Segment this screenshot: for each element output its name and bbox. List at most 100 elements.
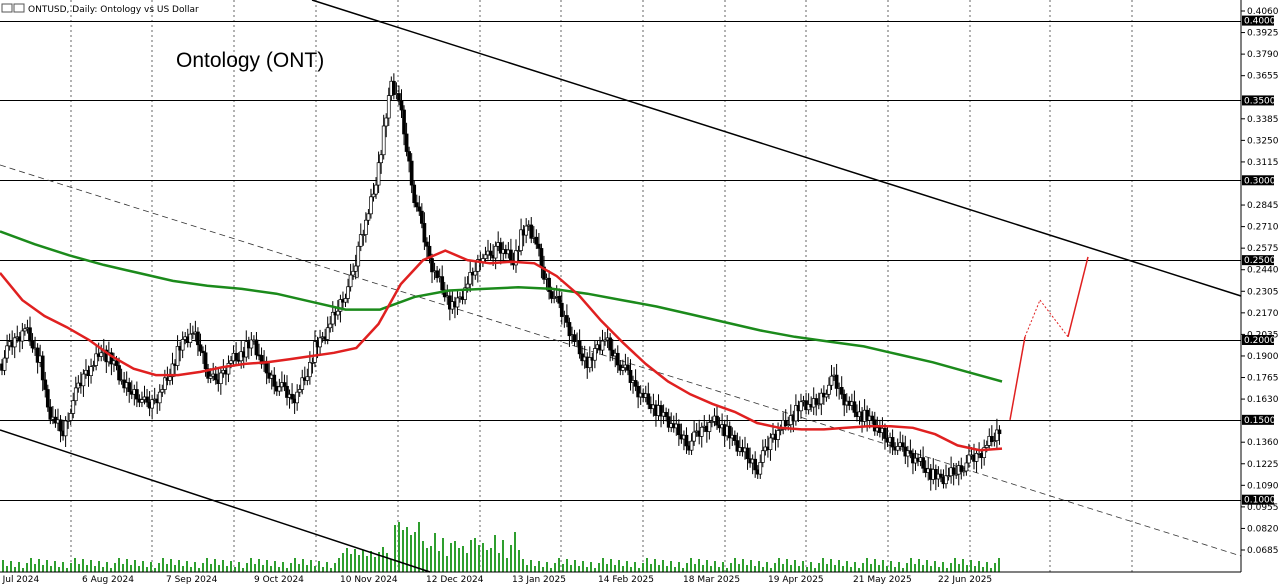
candle-body xyxy=(997,429,1002,435)
volume-bar xyxy=(942,562,944,572)
volume-bar xyxy=(722,562,724,572)
candle-body xyxy=(328,323,333,329)
volume-bar xyxy=(198,568,200,572)
volume-bar xyxy=(302,559,304,572)
candle-body xyxy=(218,372,223,384)
volume-bar xyxy=(498,553,500,572)
candle-body xyxy=(297,389,302,393)
volume-bar xyxy=(42,565,44,572)
chart-window-icon-2[interactable] xyxy=(13,3,25,13)
chart-window-icon[interactable] xyxy=(1,3,13,13)
candle-body xyxy=(768,437,773,451)
price-tick-label: 0.1360 xyxy=(1247,438,1279,448)
volume-bar xyxy=(114,563,116,572)
candle-body xyxy=(409,160,414,186)
candle-body xyxy=(636,385,640,398)
date-tick-label: 13 Jan 2025 xyxy=(512,575,566,585)
candle-body xyxy=(473,270,478,276)
volume-bar xyxy=(918,559,920,572)
volume-bar xyxy=(282,562,284,572)
volume-histogram xyxy=(2,522,1000,572)
candle-body xyxy=(984,445,989,448)
candle-body xyxy=(43,379,48,390)
candle-body xyxy=(313,341,317,363)
price-level-tag xyxy=(1242,175,1274,186)
price-tick-label: 0.2440 xyxy=(1247,266,1279,276)
volume-bar xyxy=(82,559,84,572)
candle-body xyxy=(234,352,238,361)
candle-body xyxy=(30,340,35,349)
candle-body xyxy=(213,373,218,381)
candle-body xyxy=(666,416,671,428)
candle-body xyxy=(959,465,964,472)
volume-bar xyxy=(322,567,324,572)
candle-body xyxy=(816,403,821,406)
volume-bar xyxy=(350,554,352,572)
volume-bar xyxy=(430,546,432,572)
volume-bar xyxy=(650,564,652,572)
candle-body xyxy=(852,401,857,413)
volume-bar xyxy=(138,566,140,572)
volume-bar xyxy=(974,566,976,572)
volume-bar xyxy=(842,566,844,572)
volume-bar xyxy=(38,559,40,572)
volume-bar xyxy=(814,568,816,572)
candle-body xyxy=(290,393,294,400)
candle-body xyxy=(758,462,763,475)
projection-segment-dashed xyxy=(1024,299,1041,337)
volume-bar xyxy=(206,558,208,572)
volume-bar xyxy=(670,561,672,572)
candle-body xyxy=(361,234,366,236)
candle-body xyxy=(127,382,132,392)
volume-bar xyxy=(194,562,196,572)
date-tick-label: 22 Jun 2025 xyxy=(938,575,992,585)
candle-body xyxy=(81,373,86,387)
candle-body xyxy=(537,243,541,249)
candle-body xyxy=(364,219,368,235)
candle-body xyxy=(386,95,391,119)
candle-body xyxy=(244,341,249,358)
volume-bar xyxy=(598,563,600,572)
volume-bar xyxy=(806,567,808,572)
candle-body xyxy=(799,401,803,412)
volume-bar xyxy=(150,562,152,572)
candle-body xyxy=(593,348,597,361)
volume-bar xyxy=(830,559,832,572)
volume-bar xyxy=(862,563,864,572)
date-tick-label: 5 Jul 2024 xyxy=(0,575,39,585)
volume-bar xyxy=(570,565,572,572)
candle-body xyxy=(308,361,312,378)
candle-body xyxy=(783,420,788,427)
candle-body xyxy=(659,405,663,417)
candle-body xyxy=(417,206,422,212)
volume-bar xyxy=(166,564,168,572)
volume-bar xyxy=(234,567,236,572)
volume-bar xyxy=(438,551,440,572)
volume-bar xyxy=(254,564,256,572)
candle-body xyxy=(28,327,32,342)
candle-body xyxy=(676,423,681,436)
volume-bar xyxy=(694,564,696,572)
candle-body xyxy=(921,457,925,469)
volume-bar xyxy=(2,560,4,572)
volume-bar xyxy=(954,558,956,572)
volume-bar xyxy=(618,560,620,572)
volume-bar xyxy=(334,563,336,572)
price-tick-label: 0.2170 xyxy=(1247,309,1279,319)
volume-bar xyxy=(450,543,452,572)
volume-bar xyxy=(278,567,280,572)
price-tick-label: 0.3790 xyxy=(1247,50,1279,60)
candle-body xyxy=(318,337,322,348)
volume-bar xyxy=(922,565,924,572)
volume-bar xyxy=(398,522,400,572)
candle-body xyxy=(162,377,167,390)
volume-bar xyxy=(898,562,900,572)
candle-body xyxy=(190,333,195,335)
volume-bar xyxy=(338,558,340,572)
volume-bar xyxy=(346,548,348,572)
price-tick-label: 0.1090 xyxy=(1247,481,1279,491)
volume-bar xyxy=(462,546,464,572)
candle-body xyxy=(2,357,7,371)
volume-bar xyxy=(210,564,212,572)
